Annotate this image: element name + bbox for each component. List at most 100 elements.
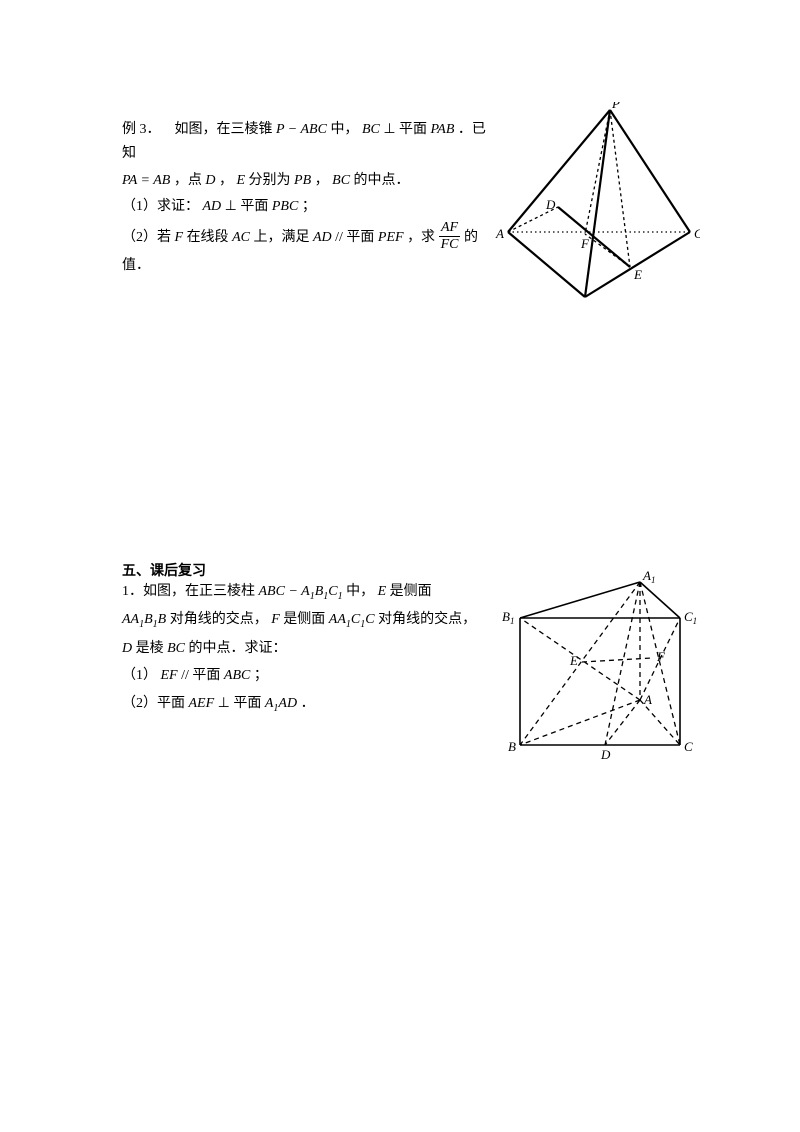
p1-perp1: ⊥ [383, 122, 395, 137]
p1-frac-num: AF [439, 220, 461, 236]
p2-part2: （2）平面 AEF ⊥ 平面 A1AD ． [122, 692, 502, 717]
p1-pb: PB [294, 173, 311, 188]
svg-text:F: F [656, 649, 666, 664]
p1-semi: ； [302, 199, 316, 214]
p2-line3: D 是棱 BC 的中点．求证： [122, 637, 502, 662]
p1-part2num: （2）若 [122, 230, 171, 245]
p1-shape: P − ABC [276, 122, 327, 137]
p2-diag2: 对角线的交点， [378, 612, 476, 627]
svg-text:E: E [633, 267, 642, 282]
p1-comma2: ， [315, 173, 329, 188]
svg-text:A: A [495, 226, 504, 241]
problem2-text: 1．如图，在正三棱柱 ABC − A1B1C1 中， E 是侧面 AA1B1B … [122, 580, 502, 720]
p1-pef: PEF [378, 230, 404, 245]
p2-bafter: B [158, 612, 167, 627]
p2-bc: BC [167, 641, 185, 656]
p2-cafter: C [365, 612, 374, 627]
p1-d: D [205, 173, 215, 188]
p2-d: D [122, 641, 132, 656]
p2-line2: AA1B1B 对角线的交点， F 是侧面 AA1C1C 对角线的交点， [122, 608, 502, 633]
p1-find: ，求 [407, 230, 435, 245]
p1-l2rest: 分别为 [249, 173, 291, 188]
p1-l2end: 的中点． [354, 173, 410, 188]
p1-ac: AC [232, 230, 250, 245]
prism-diagram: A1 B1 C1 A B C D E F [500, 570, 700, 770]
svg-text:F: F [580, 236, 590, 251]
p1-sat: 上，满足 [253, 230, 309, 245]
p1-intro: 如图，在三棱锥 [175, 122, 273, 137]
p1-label: 例 3． [122, 122, 161, 137]
p1-plane2: 平面 [240, 199, 268, 214]
p2-c1c: C [351, 612, 360, 627]
p1-perp2: ⊥ [225, 199, 237, 214]
p1-pbc: PBC [272, 199, 298, 214]
p1-ad: AD [203, 199, 222, 214]
svg-text:E: E [569, 653, 578, 668]
p1-comma1: ， [219, 173, 233, 188]
p1-on: 在线段 [187, 230, 229, 245]
p1-l2mid: ，点 [174, 173, 202, 188]
p1-pab: PAB [431, 122, 455, 137]
p2-part1: （1） EF // 平面 ABC ； [122, 664, 502, 689]
p2-period: ． [301, 696, 315, 711]
p1-fraction: AF FC [439, 220, 461, 252]
p2-mid: 中， [346, 584, 374, 599]
svg-text:A: A [643, 692, 652, 707]
p2-s3: 1 [338, 591, 343, 602]
p2-semi: ； [254, 668, 268, 683]
p2-b1: B [315, 584, 324, 599]
p1-ad2: AD [313, 230, 332, 245]
p2-p1num: （1） [122, 668, 157, 683]
p2-aa1: AA [122, 612, 139, 627]
svg-text:A1: A1 [642, 570, 655, 585]
p2-midpt: 的中点．求证： [189, 641, 287, 656]
p1-par: // 平面 [335, 230, 374, 245]
svg-text:P: P [611, 102, 620, 111]
p1-f: F [175, 230, 184, 245]
svg-text:D: D [545, 197, 556, 212]
p2-num: 1．如图，在正三棱柱 [122, 584, 255, 599]
p2-c1: C [328, 584, 337, 599]
svg-text:B1: B1 [502, 609, 514, 626]
p1-bc: BC [362, 122, 380, 137]
problem1-text: 例 3． 如图，在三棱锥 P − ABC 中， BC ⊥ 平面 PAB ．已知 … [122, 118, 492, 281]
p2-p2num: （2）平面 [122, 696, 185, 711]
svg-text:C1: C1 [684, 609, 697, 626]
p2-prism: ABC − A [259, 584, 310, 599]
p2-line1: 1．如图，在正三棱柱 ABC − A1B1C1 中， E 是侧面 [122, 580, 502, 605]
p2-plane: 平面 [233, 696, 261, 711]
p2-diag: 对角线的交点， [170, 612, 268, 627]
p1-bc2: BC [332, 173, 350, 188]
tetrahedron-diagram: P A B C D E F [490, 102, 700, 302]
svg-text:B: B [581, 299, 589, 302]
svg-text:C: C [694, 226, 700, 241]
p2-e: E [378, 584, 387, 599]
p2-side: 是侧面 [390, 584, 432, 599]
section5-header: 五、课后复习 [122, 560, 206, 580]
p1-paab: PA = AB [122, 173, 170, 188]
p2-par: // 平面 [181, 668, 220, 683]
svg-text:C: C [684, 739, 693, 754]
p2-adafter: AD [278, 696, 297, 711]
problem1-part1: （1）求证： AD ⊥ 平面 PBC ； [122, 195, 492, 219]
p1-frac-den: FC [439, 237, 461, 252]
svg-text:D: D [600, 747, 611, 762]
p2-aa1c: AA [329, 612, 346, 627]
p2-ef: EF [161, 668, 178, 683]
p2-side2: 是侧面 [283, 612, 325, 627]
p2-edge: 是棱 [136, 641, 164, 656]
p1-e: E [236, 173, 245, 188]
page: 例 3． 如图，在三棱锥 P − ABC 中， BC ⊥ 平面 PAB ．已知 … [0, 0, 800, 1132]
problem1-part2: （2）若 F 在线段 AC 上，满足 AD // 平面 PEF ，求 AF FC… [122, 222, 492, 278]
p2-b1b: B [144, 612, 153, 627]
p1-plane1: 平面 [399, 122, 427, 137]
p1-mid: 中， [330, 122, 358, 137]
p2-perp: ⊥ [218, 696, 230, 711]
p2-abc: ABC [224, 668, 250, 683]
p2-aef: AEF [189, 696, 215, 711]
svg-text:B: B [508, 739, 516, 754]
problem1-line2: PA = AB ，点 D ， E 分别为 PB ， BC 的中点． [122, 169, 492, 193]
p2-f: F [271, 612, 280, 627]
p1-part1num: （1）求证： [122, 199, 199, 214]
problem1-line1: 例 3． 如图，在三棱锥 P − ABC 中， BC ⊥ 平面 PAB ．已知 [122, 118, 492, 166]
